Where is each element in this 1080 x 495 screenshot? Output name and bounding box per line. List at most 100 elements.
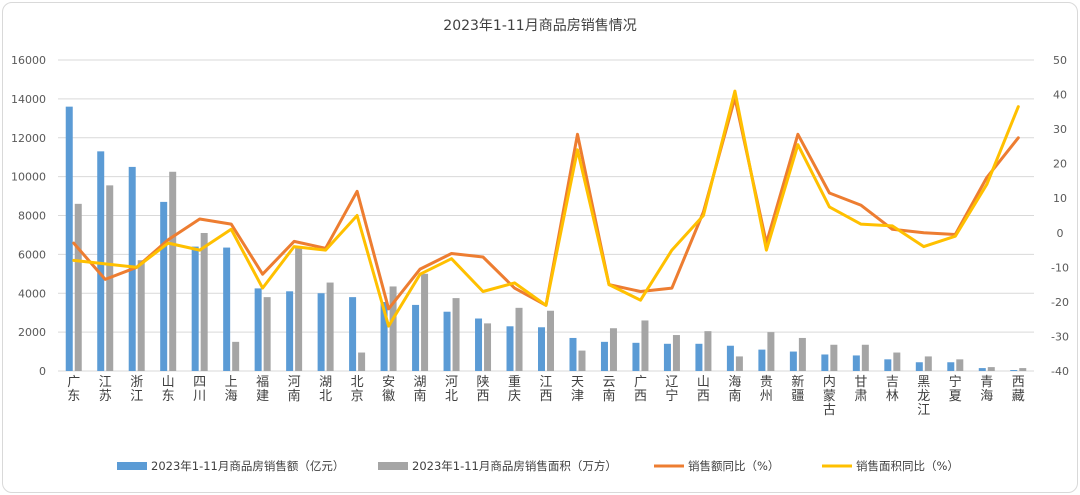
bar-series-1 <box>97 151 105 371</box>
bar-series-2 <box>735 356 743 371</box>
legend-label: 销售额同比（%） <box>688 459 779 473</box>
x-tick-label: 福建 <box>256 375 269 404</box>
y2-tick-label: -10 <box>1051 261 1069 274</box>
y2-tick-label: 30 <box>1053 123 1067 136</box>
y2-tick-label: 40 <box>1053 89 1067 102</box>
bar-series-1 <box>726 345 734 371</box>
bar-series-2 <box>137 260 145 371</box>
x-tick-label: 吉林 <box>886 375 899 404</box>
y2-tick-label: -30 <box>1051 330 1069 343</box>
bar-series-2 <box>389 286 397 371</box>
bar-series-2 <box>295 247 303 371</box>
bar-series-1 <box>789 351 797 371</box>
bar-series-1 <box>1010 370 1018 371</box>
bar-series-2 <box>956 359 964 371</box>
bar-series-1 <box>600 341 608 371</box>
bar-series-1 <box>286 291 294 371</box>
x-tick-label: 海南 <box>728 375 741 404</box>
bar-series-1 <box>821 354 829 371</box>
bar-series-1 <box>317 293 325 371</box>
x-tick-label: 河南 <box>288 375 301 404</box>
bar-series-1 <box>569 337 577 371</box>
gridlines <box>58 59 1034 372</box>
line-series-1 <box>72 96 1020 311</box>
bar-series-2 <box>263 297 271 371</box>
bar-series-1 <box>663 343 671 371</box>
bar-series-1 <box>695 343 703 371</box>
bar-series-1 <box>884 359 892 371</box>
lines <box>72 89 1020 328</box>
x-tick-label: 广东 <box>67 375 80 404</box>
x-tick-label: 广西 <box>634 375 647 404</box>
x-tick-label: 云南 <box>602 375 615 404</box>
legend: 2023年1-11月商品房销售额（亿元） 2023年1-11月商品房销售面积（万方… <box>117 459 959 473</box>
line-series-2 <box>72 89 1020 328</box>
y-tick-label: 6000 <box>18 248 46 261</box>
y-tick-label: 16000 <box>11 54 46 67</box>
bar-series-1 <box>915 362 923 371</box>
bar-series-2 <box>515 307 523 371</box>
x-tick-label: 黑龙江 <box>917 375 930 418</box>
y-tick-label: 12000 <box>11 132 46 145</box>
bar-series-1 <box>65 106 73 372</box>
y-tick-label: 4000 <box>18 287 46 300</box>
x-tick-label: 安徽 <box>382 375 395 404</box>
x-tick-label: 辽宁 <box>665 375 678 404</box>
bar-series-2 <box>861 344 869 371</box>
x-tick-label: 浙江 <box>130 375 143 404</box>
bar-series-2 <box>169 171 177 371</box>
bar-series-1 <box>380 301 388 371</box>
x-tick-label: 北京 <box>351 375 364 404</box>
x-tick-label: 西藏 <box>1012 375 1025 404</box>
bar-series-1 <box>506 326 514 371</box>
legend-swatch <box>117 462 147 470</box>
bar-series-1 <box>475 318 483 371</box>
bar-series-2 <box>609 328 617 371</box>
bar-series-1 <box>443 311 451 371</box>
chart-title: 2023年1-11月商品房销售情况 <box>443 18 636 34</box>
bar-series-2 <box>484 323 492 371</box>
y2-tick-label: -20 <box>1051 296 1069 309</box>
x-tick-label: 湖北 <box>319 375 332 404</box>
x-tick-label: 新疆 <box>791 374 804 404</box>
y2-tick-label: -40 <box>1051 365 1069 378</box>
bar-series-2 <box>987 367 995 371</box>
x-tick-label: 天津 <box>571 375 584 404</box>
bar-series-2 <box>326 282 334 371</box>
bar-series-2 <box>452 298 460 371</box>
bar-series-1 <box>538 327 545 371</box>
y2-tick-label: 50 <box>1053 54 1067 67</box>
bar-series-1 <box>160 201 168 371</box>
legend-label: 2023年1-11月商品房销售面积（万方） <box>412 459 617 473</box>
bar-series-2 <box>672 335 680 371</box>
y-tick-label: 2000 <box>18 326 46 339</box>
legend-swatch <box>378 462 408 470</box>
bar-series-2 <box>1019 368 1027 371</box>
bar-series-1 <box>947 362 955 371</box>
x-tick-label: 山东 <box>162 375 175 404</box>
bar-series-2 <box>924 356 932 371</box>
bar-series-1 <box>254 288 262 371</box>
x-tick-label: 内蒙古 <box>823 374 836 418</box>
x-tick-label: 贵州 <box>760 375 773 404</box>
y-tick-label: 14000 <box>11 93 46 106</box>
bar-series-1 <box>412 304 420 371</box>
bar-series-2 <box>704 331 712 371</box>
y2-tick-label: 20 <box>1053 158 1067 171</box>
x-tick-label: 江西 <box>539 375 552 404</box>
legend-label: 2023年1-11月商品房销售额（亿元） <box>151 459 344 473</box>
bar-series-2 <box>200 232 208 371</box>
y-tick-label: 10000 <box>11 171 46 184</box>
y-tick-label: 8000 <box>18 210 46 223</box>
bar-series-2 <box>641 320 649 371</box>
x-tick-label: 河北 <box>445 375 458 404</box>
bar-series-2 <box>547 310 554 371</box>
y2-tick-label: 0 <box>1057 227 1064 240</box>
bar-series-2 <box>893 352 901 371</box>
bar-series-2 <box>232 341 240 371</box>
axis-labels: 0 2000 4000 6000 8000 10000 12000 14000 16000 -40… <box>11 54 1069 418</box>
x-tick-label: 重庆 <box>508 374 521 404</box>
y2-tick-label: 10 <box>1053 192 1067 205</box>
x-tick-label: 甘肃 <box>854 375 867 404</box>
